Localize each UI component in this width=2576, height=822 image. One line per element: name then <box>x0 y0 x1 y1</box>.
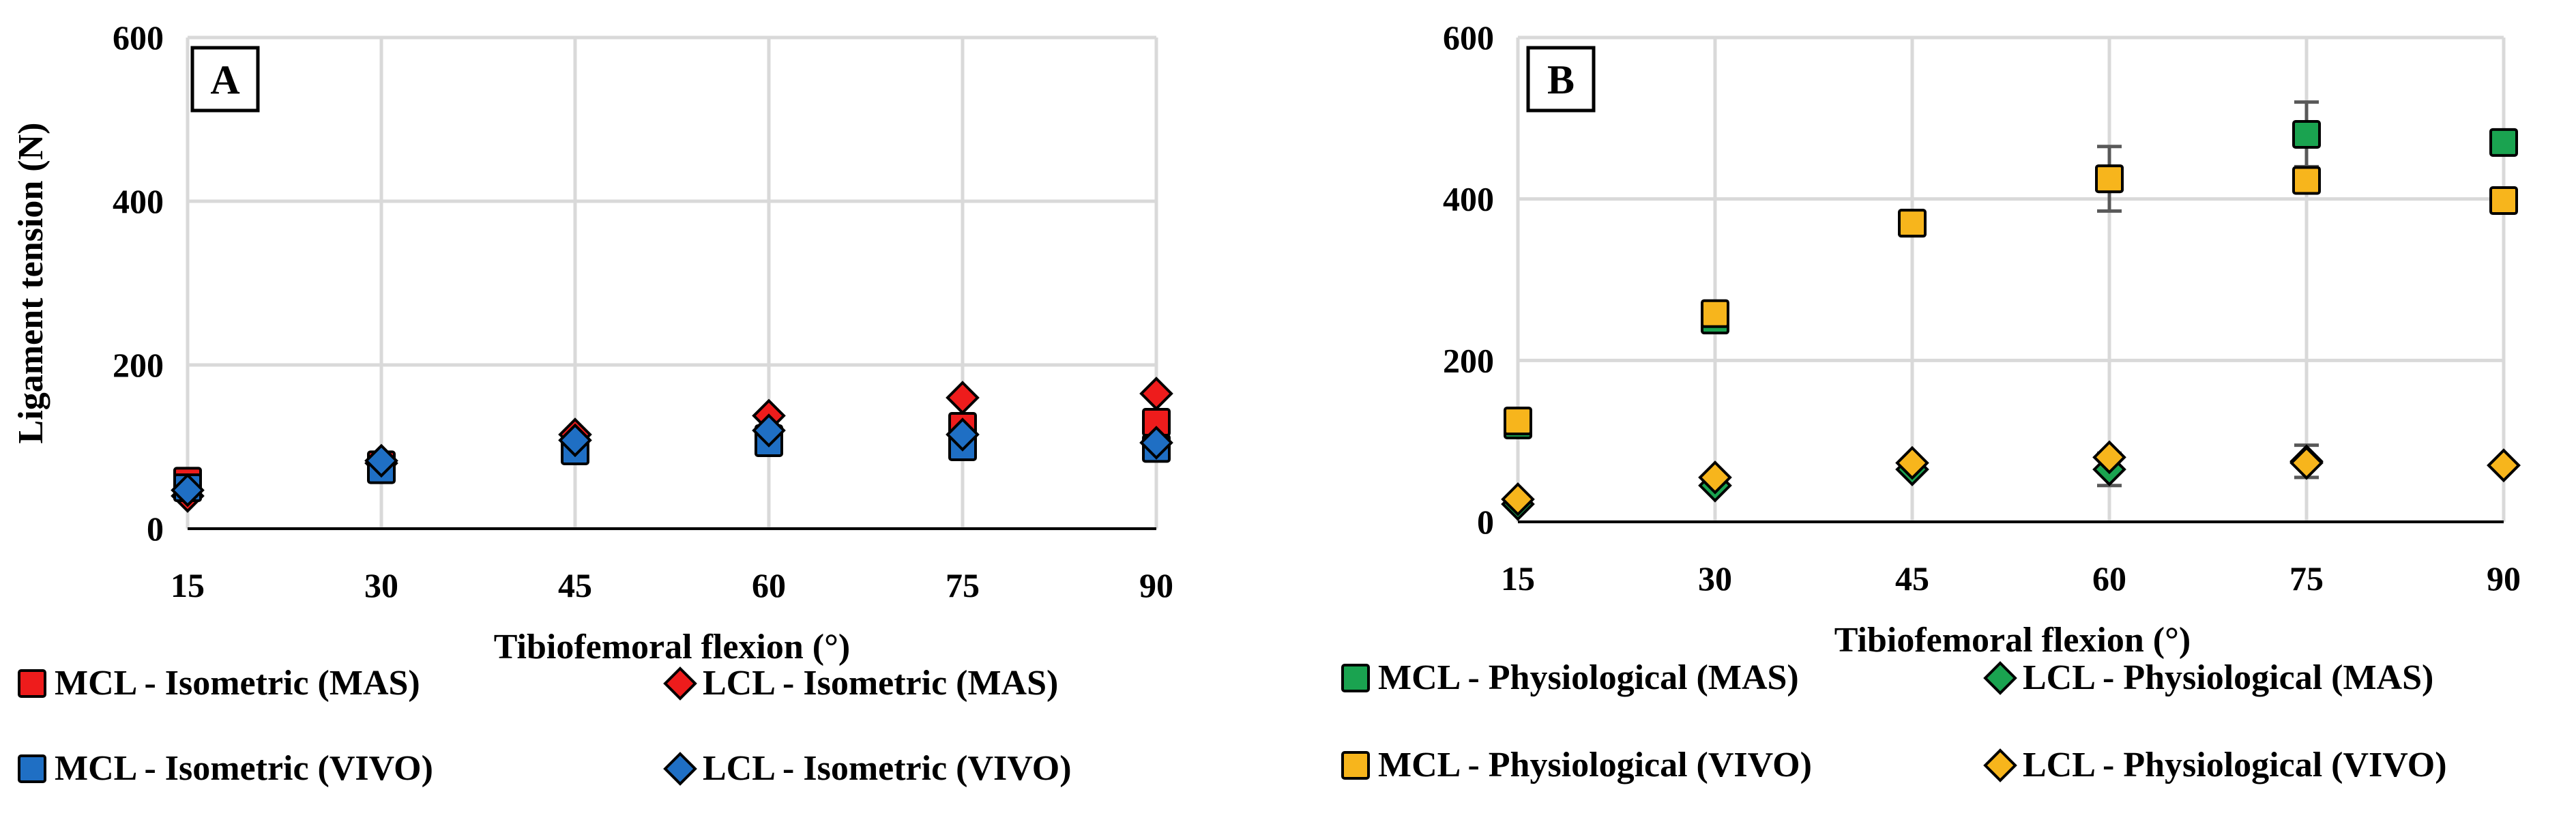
x-axis-title: Tibiofemoral flexion (°) <box>1834 621 2191 660</box>
x-tick-label: 90 <box>2487 559 2521 598</box>
panel-label-box <box>190 46 260 113</box>
legend-marker <box>18 754 46 783</box>
legend-entry: LCL - Isometric (VIVO) <box>663 749 1072 788</box>
x-axis-title: Tibiofemoral flexion (°) <box>494 628 850 666</box>
data-point <box>171 473 205 508</box>
x-tick-label: 15 <box>171 566 205 604</box>
legend-label: LCL - Physiological (VIVO) <box>2023 746 2447 784</box>
y-tick-label: 400 <box>1443 180 1494 218</box>
data-point <box>946 417 980 452</box>
legend-entry: MCL - Physiological (VIVO) <box>1341 746 1812 784</box>
series-lcl-physiological-mas <box>1501 443 2521 521</box>
x-tick-label: 75 <box>2289 559 2324 598</box>
legend-marker <box>1983 661 2017 695</box>
data-point <box>1139 426 1173 460</box>
legend-marker <box>663 752 697 786</box>
panel-label-box <box>1526 46 1596 113</box>
data-point <box>2289 445 2324 480</box>
legend-entry: LCL - Isometric (MAS) <box>663 664 1058 703</box>
panel-label: B <box>1547 57 1575 102</box>
legend-label: MCL - Isometric (VIVO) <box>55 749 433 788</box>
data-point <box>2489 186 2518 216</box>
data-point <box>1501 482 1535 516</box>
x-tick-label: 45 <box>558 566 592 604</box>
data-point <box>2095 164 2124 194</box>
y-axis-title: Ligament tension (N) <box>12 123 50 444</box>
data-point <box>2092 440 2126 475</box>
x-tick-label: 60 <box>752 566 786 604</box>
legend-label: LCL - Physiological (MAS) <box>2023 658 2433 697</box>
legend-marker <box>663 666 697 701</box>
data-point <box>946 381 980 415</box>
x-tick-label: 90 <box>1139 566 1173 604</box>
data-point <box>2292 120 2321 149</box>
chart-panel-a: 0 200 400 600 15 30 45 60 75 90 Tibiofemoral flexi… <box>12 18 1173 788</box>
data-point <box>1898 209 1927 238</box>
series-mcl-isometric-mas <box>173 408 1171 496</box>
series-mcl-physiological-vivo <box>1504 164 2518 436</box>
legend-label: MCL - Physiological (VIVO) <box>1378 746 1812 784</box>
series-lcl-physiological-vivo <box>1501 440 2521 516</box>
y-tick-label: 0 <box>1477 503 1494 541</box>
y-tick-label: 0 <box>147 510 164 548</box>
legend-entry: MCL - Physiological (MAS) <box>1341 658 1799 697</box>
data-point <box>752 413 786 447</box>
data-point <box>1895 445 1929 480</box>
series-mcl-physiological-mas <box>1504 100 2518 439</box>
x-tick-label: 75 <box>946 566 980 604</box>
legend-label: MCL - Physiological (MAS) <box>1378 658 1799 697</box>
legend-entry: MCL - Isometric (MAS) <box>18 664 420 703</box>
y-tick-label: 200 <box>113 346 164 384</box>
x-tick-label: 45 <box>1895 559 1929 598</box>
gridlines <box>186 35 1158 531</box>
series-lcl-isometric-vivo <box>171 413 1173 508</box>
data-point <box>364 443 398 478</box>
legend-label: MCL - Isometric (MAS) <box>55 664 420 703</box>
y-tick-label: 600 <box>1443 18 1494 57</box>
data-point <box>1698 460 1732 495</box>
x-tick-label: 30 <box>364 566 398 604</box>
legend-marker <box>1341 664 1370 692</box>
data-point <box>2489 128 2518 157</box>
y-tick-label: 600 <box>113 18 164 57</box>
data-point <box>2487 448 2521 482</box>
data-point <box>1139 377 1173 411</box>
x-tick-label: 60 <box>2092 559 2126 598</box>
series-lcl-isometric-mas <box>171 377 1173 513</box>
panel-label: A <box>210 57 239 102</box>
y-tick-label: 200 <box>1443 341 1494 379</box>
data-point <box>1701 299 1729 328</box>
data-point <box>558 423 592 458</box>
chart-panel-b: 0 200 400 600 15 30 45 60 75 90 Tibiofemoral flexi… <box>1341 18 2521 784</box>
legend-marker <box>1983 748 2017 782</box>
legend-entry: LCL - Physiological (VIVO) <box>1983 746 2447 784</box>
x-tick-label: 30 <box>1698 559 1732 598</box>
legend-entry: MCL - Isometric (VIVO) <box>18 749 433 788</box>
legend-entry: LCL - Physiological (MAS) <box>1983 658 2433 697</box>
series-mcl-isometric-vivo <box>173 428 1171 502</box>
legend-label: LCL - Isometric (MAS) <box>703 664 1058 703</box>
data-point <box>1504 407 1532 436</box>
y-tick-label: 400 <box>113 182 164 220</box>
gridlines <box>1516 35 2506 524</box>
legend-label: LCL - Isometric (VIVO) <box>703 749 1072 788</box>
legend-marker <box>18 669 46 698</box>
legend-marker <box>1341 751 1370 780</box>
x-tick-label: 15 <box>1501 559 1535 598</box>
data-point <box>2292 166 2321 195</box>
